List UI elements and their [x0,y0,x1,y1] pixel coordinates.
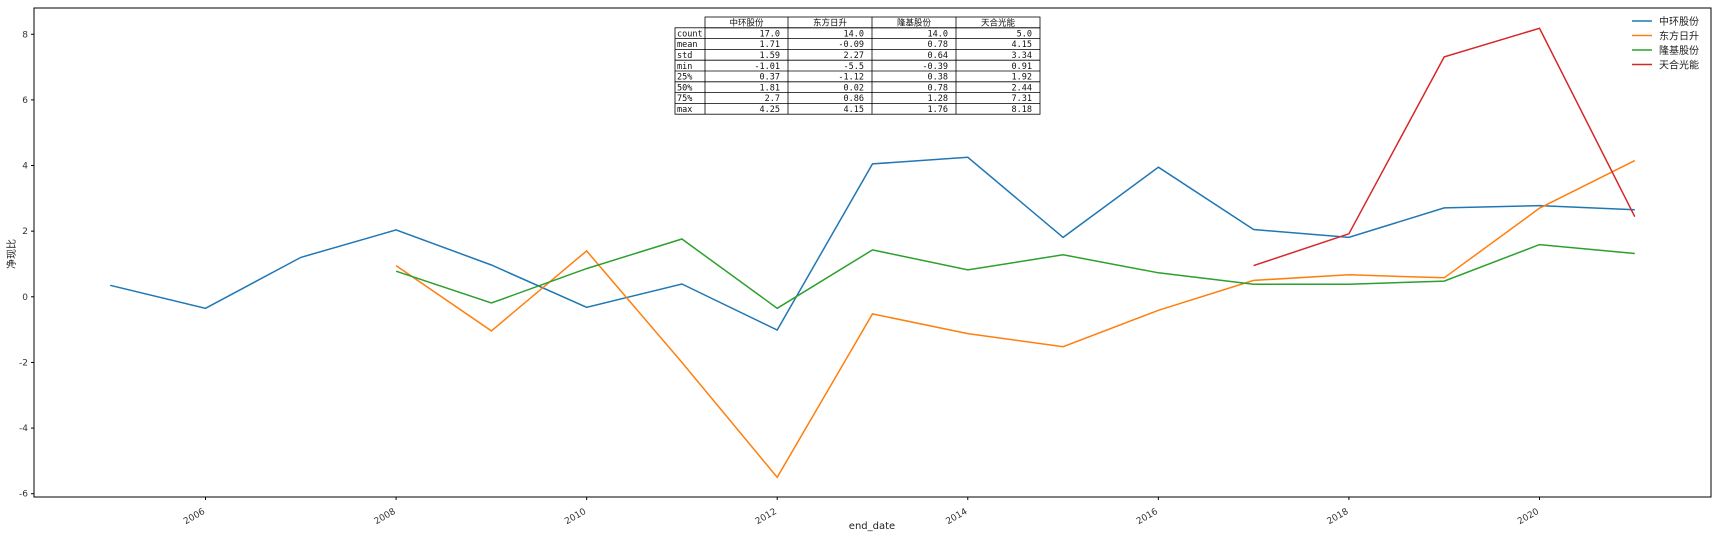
x-tick-label: 2008 [373,507,398,527]
table-cell: 14.0 [928,29,948,39]
table-cell: -1.12 [838,73,864,83]
x-tick-label: 2012 [754,507,779,527]
table-cell: 2.44 [1012,83,1032,93]
table-cell: -1.01 [754,62,780,72]
table-cell: 7.31 [1012,94,1032,104]
table-cell: 4.25 [760,105,780,115]
table-cell: 5.0 [1017,29,1032,39]
table-cell: 1.92 [1012,73,1032,83]
legend-label: 中环股份 [1659,15,1699,28]
plot-frame [33,7,1712,498]
x-tick-label: 2020 [1516,507,1541,527]
x-tick-label: 2006 [182,507,207,527]
table-cell: 0.64 [928,51,948,61]
table-cell: 0.91 [1012,62,1032,72]
statistics-table: 中环股份 东方日升 隆基股份 天合光能 count 17.0 14.0 14.0 5.0 mean… [674,16,1041,115]
y-axis-ticks: -6 -4 -2 0 2 4 6 8 [19,30,34,500]
table-cell: 2.27 [844,51,864,61]
table-header-cell: 天合光能 [981,18,1016,29]
x-axis-label: end_date [849,521,895,532]
series-line-0 [110,156,1635,331]
table-cell: 1.59 [760,51,780,61]
table-header-cell: 中环股份 [729,18,764,29]
x-tick-label: 2014 [944,507,969,527]
table-cell: -0.09 [838,40,864,50]
table-cell: 8.18 [1012,105,1032,115]
table-row-label: min [677,62,692,72]
table-cell: 0.78 [928,40,948,50]
legend-label: 东方日升 [1659,30,1699,43]
series-line-1 [395,159,1636,479]
table-cell: 4.15 [1012,40,1032,50]
table-cell: 0.38 [928,73,948,83]
table-cell: 17.0 [760,29,780,39]
y-tick-label: -4 [19,424,28,434]
table-row-label: mean [677,40,697,50]
table-cell: -5.5 [844,62,864,72]
table-cell: 0.37 [760,73,780,83]
table-row-label: 50% [677,83,692,93]
series-line-3 [1253,27,1636,267]
y-tick-label: 8 [22,30,28,40]
table-cell: 14.0 [844,29,864,39]
table-row-label: count [677,29,703,39]
y-tick-label: 2 [22,227,28,237]
x-tick-label: 2016 [1135,507,1160,527]
x-tick-label: 2018 [1326,507,1351,527]
table-header-cell: 东方日升 [813,18,848,29]
table-cell: 0.02 [844,83,864,93]
table-row-label: max [677,105,692,115]
series-line-2 [395,238,1635,310]
y-tick-label: -2 [19,358,28,368]
table-row-label: std [677,51,692,61]
y-tick-label: 6 [22,96,28,106]
table-cell: 1.28 [928,94,948,104]
table-cell: 4.15 [844,105,864,115]
series-lines [110,27,1636,479]
y-axis-label: 净现比 [5,239,18,269]
table-cell: -0.39 [922,62,948,72]
table-cell: 1.76 [928,105,948,115]
table-header-cell: 隆基股份 [897,18,932,29]
table-cell: 3.34 [1012,51,1032,61]
legend-label: 天合光能 [1659,59,1699,72]
y-tick-label: 0 [22,293,28,303]
legend-label: 隆基股份 [1659,44,1699,57]
table-cell: 0.78 [928,83,948,93]
table-row-label: 25% [677,73,692,83]
table-cell: 1.81 [760,83,780,93]
x-tick-label: 2010 [563,507,588,527]
table-cell: 0.86 [844,94,864,104]
table-row-label: 75% [677,94,692,104]
y-tick-label: -6 [19,490,28,500]
table-cell: 1.71 [760,40,780,50]
y-tick-label: 4 [22,162,28,172]
table-cell: 2.7 [765,94,780,104]
